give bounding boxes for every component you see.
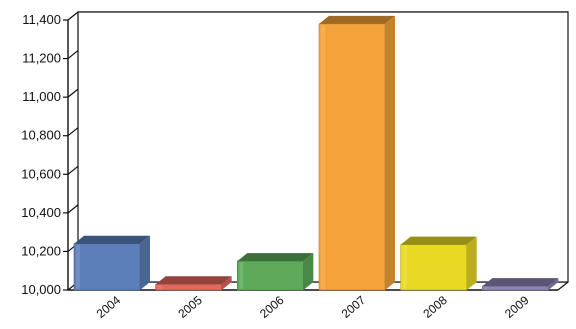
gridline-side <box>67 127 79 137</box>
bar-highlight <box>402 245 407 289</box>
bar-top <box>319 15 395 24</box>
bar-side <box>466 236 477 290</box>
bar-highlight <box>484 287 489 289</box>
y-tick-label: 10,600 <box>21 166 61 181</box>
y-tick-label: 10,800 <box>21 128 61 143</box>
y-tick-label: 10,000 <box>21 282 61 297</box>
bar-side <box>221 276 232 290</box>
bar-front <box>237 260 304 291</box>
bar-top <box>74 235 150 244</box>
gridline-side <box>67 11 79 21</box>
bar-front <box>155 283 222 291</box>
bar-highlight <box>157 285 162 289</box>
bar-2007 <box>318 15 395 291</box>
bar-2008 <box>400 236 477 291</box>
bar-top <box>482 278 559 287</box>
bar-highlight <box>239 262 244 289</box>
bar-front <box>318 23 386 291</box>
bar-side <box>303 253 314 290</box>
bar-side <box>385 15 395 290</box>
bar-top <box>155 276 232 285</box>
x-tick-label: 2005 <box>175 293 205 321</box>
bar-highlight <box>76 244 80 289</box>
y-tick-label: 11,000 <box>22 89 61 104</box>
y-tick-label: 11,400 <box>22 12 61 27</box>
gridline-side <box>67 88 79 98</box>
bar-front <box>400 244 467 291</box>
bar-highlight <box>321 24 325 289</box>
bar-2009 <box>482 278 559 291</box>
gridline-side <box>67 165 79 175</box>
y-tick-labels: 10,000 10,200 10,400 10,600 10,800 11,000 11,2… <box>21 12 61 297</box>
gridline-side <box>67 204 79 214</box>
x-tick-label: 2006 <box>257 293 287 321</box>
x-tick-label: 2007 <box>339 293 369 321</box>
floor-edge <box>557 281 569 291</box>
x-tick-label: 2004 <box>94 293 124 321</box>
bar-front <box>73 243 141 291</box>
bar-top <box>400 236 477 245</box>
bar-2006 <box>237 253 314 291</box>
bar-side <box>140 235 150 290</box>
x-tick-label: 2009 <box>502 293 532 321</box>
y-tick-label: 10,200 <box>21 243 61 258</box>
bar-2005 <box>155 276 232 291</box>
x-tick-label: 2008 <box>420 293 450 321</box>
bars <box>73 15 559 291</box>
bar-top <box>237 253 314 262</box>
gridline-side <box>67 50 79 60</box>
bar-front <box>482 285 549 291</box>
y-tick-label: 11,200 <box>22 51 61 66</box>
y-tick-label: 10,400 <box>21 205 61 220</box>
x-tick-labels: 2004 2005 2006 2007 2008 2009 <box>94 293 532 321</box>
bar-2004 <box>73 235 150 291</box>
bar-side <box>548 278 559 290</box>
